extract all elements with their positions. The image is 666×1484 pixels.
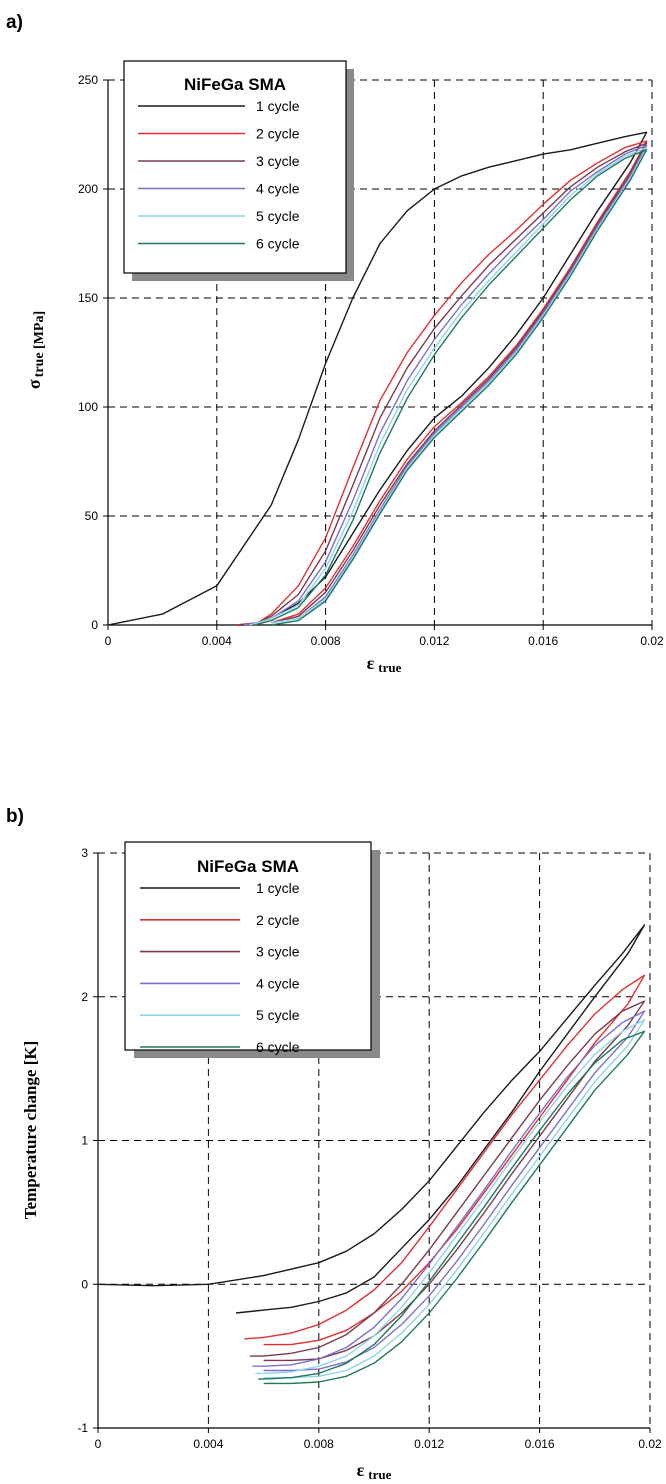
chart-panel-b: b) 0 0.004 0.008 0.012 0.016 0.02 -1 0 1 2 3 ε true… bbox=[6, 806, 662, 1482]
panel-a-tick-labels: 0 0.004 0.008 0.012 0.016 0.02 0 50 100 150 200 250 bbox=[78, 73, 664, 648]
legend-label-cycle-2: 2 cycle bbox=[256, 126, 300, 142]
panel-a-label: a) bbox=[6, 12, 23, 33]
legend-label-cycle-3: 3 cycle bbox=[256, 153, 300, 169]
x-tick-label: 0.02 bbox=[640, 634, 664, 648]
y-tick-label: 0 bbox=[81, 1277, 88, 1291]
y-tick-label: 2 bbox=[81, 990, 88, 1004]
x-tick-label: 0.004 bbox=[193, 1437, 223, 1451]
y-tick-label: 100 bbox=[78, 400, 98, 414]
y-tick-label: 50 bbox=[85, 509, 99, 523]
panel-b-x-axis-title: ε true bbox=[357, 1460, 392, 1482]
x-tick-label: 0.008 bbox=[304, 1437, 334, 1451]
series-line-cycle-2 bbox=[235, 140, 648, 626]
legend-title: NiFeGa SMA bbox=[197, 857, 299, 876]
legend-label-cycle-2: 2 cycle bbox=[256, 912, 300, 928]
x-tick-label: 0.012 bbox=[419, 634, 449, 648]
legend-label-cycle-5: 5 cycle bbox=[256, 208, 300, 224]
x-tick-label: 0.012 bbox=[414, 1437, 444, 1451]
series-line-cycle-1 bbox=[97, 924, 646, 1314]
panel-b-axes bbox=[93, 852, 651, 1433]
legend-label-cycle-1: 1 cycle bbox=[256, 98, 300, 114]
series-line-cycle-4 bbox=[252, 1010, 646, 1372]
series-line-cycle-5 bbox=[249, 146, 648, 626]
panel-a-series bbox=[107, 131, 648, 626]
series-line-cycle-5 bbox=[255, 1019, 646, 1379]
legend-box bbox=[123, 60, 347, 274]
series-line-cycle-3 bbox=[238, 142, 648, 626]
legend-label-cycle-6: 6 cycle bbox=[256, 236, 300, 252]
panel-a-axes bbox=[103, 79, 653, 630]
series-line-cycle-1 bbox=[107, 131, 648, 626]
x-tick-label: 0.008 bbox=[311, 634, 341, 648]
panel-a-x-axis-title: ε true bbox=[367, 653, 402, 675]
x-tick-label: 0.02 bbox=[638, 1437, 662, 1451]
x-tick-label: 0 bbox=[105, 634, 112, 648]
legend-label-cycle-5: 5 cycle bbox=[256, 1007, 300, 1023]
panel-b-label: b) bbox=[6, 806, 24, 827]
legend-label-cycle-6: 6 cycle bbox=[256, 1039, 300, 1055]
panel-a-y-axis-title: σtrue [MPa] bbox=[24, 311, 47, 389]
panel-b-tick-labels: 0 0.004 0.008 0.012 0.016 0.02 -1 0 1 2 3 bbox=[77, 846, 662, 1451]
legend-label-cycle-3: 3 cycle bbox=[256, 944, 300, 960]
y-tick-label: 200 bbox=[78, 182, 98, 196]
series-line-cycle-6 bbox=[258, 1030, 646, 1385]
y-tick-label: -1 bbox=[77, 1421, 88, 1435]
panel-b-y-axis-title: Temperature change [K] bbox=[21, 1041, 40, 1219]
x-tick-label: 0 bbox=[95, 1437, 102, 1451]
series-line-cycle-3 bbox=[249, 1000, 646, 1362]
x-tick-label: 0.016 bbox=[525, 1437, 555, 1451]
y-tick-label: 3 bbox=[81, 846, 88, 860]
y-tick-label: 1 bbox=[81, 1134, 88, 1148]
legend-title: NiFeGa SMA bbox=[184, 75, 286, 94]
series-line-cycle-6 bbox=[254, 149, 648, 626]
legend-label-cycle-1: 1 cycle bbox=[256, 880, 300, 896]
panel-a-legend: NiFeGa SMA 1 cycle 2 cycle 3 cycle 4 cycle 5… bbox=[123, 60, 354, 281]
panel-b-legend: NiFeGa SMA 1 cycle 2 cycle 3 cycle 4 cycle 5… bbox=[124, 841, 380, 1058]
series-line-cycle-2 bbox=[244, 974, 646, 1346]
y-tick-label: 150 bbox=[78, 291, 98, 305]
y-tick-label: 0 bbox=[91, 618, 98, 632]
legend-label-cycle-4: 4 cycle bbox=[256, 975, 300, 991]
series-line-cycle-4 bbox=[243, 144, 648, 626]
y-tick-label: 250 bbox=[78, 73, 98, 87]
chart-panel-a: a) 0 0.004 0.008 0.012 0.016 0.02 0 50 100 150 200… bbox=[6, 12, 664, 675]
x-tick-label: 0.004 bbox=[202, 634, 232, 648]
legend-label-cycle-4: 4 cycle bbox=[256, 181, 300, 197]
panel-b-series bbox=[97, 924, 646, 1385]
x-tick-label: 0.016 bbox=[528, 634, 558, 648]
